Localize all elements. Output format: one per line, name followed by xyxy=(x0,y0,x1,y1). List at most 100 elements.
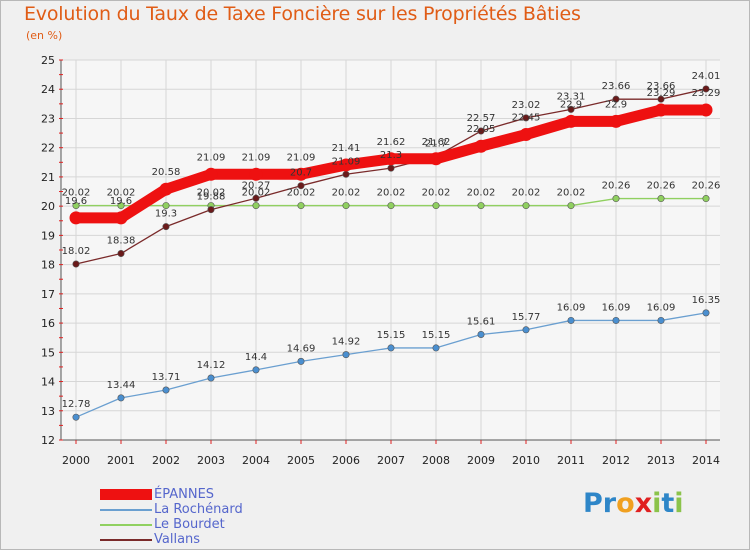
logo-letter: P xyxy=(583,488,603,519)
data-point xyxy=(114,211,128,225)
data-point xyxy=(657,316,665,324)
data-point xyxy=(204,167,218,181)
x-tick-label: 2007 xyxy=(377,454,405,467)
data-label: 19.88 xyxy=(197,192,226,203)
data-point xyxy=(342,202,350,210)
data-point xyxy=(477,330,485,338)
data-label: 16.09 xyxy=(557,302,586,313)
data-label: 18.38 xyxy=(107,236,136,247)
data-point xyxy=(297,182,305,190)
data-point xyxy=(477,127,485,135)
data-point xyxy=(387,164,395,172)
legend-swatch xyxy=(100,538,152,541)
x-tick-label: 2003 xyxy=(197,454,225,467)
data-point xyxy=(252,202,260,210)
data-point xyxy=(387,344,395,352)
data-label: 16.09 xyxy=(602,302,631,313)
data-point xyxy=(252,366,260,374)
data-label: 16.35 xyxy=(692,295,721,306)
data-point xyxy=(702,309,710,317)
x-tick-label: 2002 xyxy=(152,454,180,467)
data-point xyxy=(297,357,305,365)
y-tick-label: 24 xyxy=(41,83,55,96)
data-point xyxy=(657,95,665,103)
data-label: 20.02 xyxy=(512,188,541,199)
data-label: 20.02 xyxy=(197,188,226,199)
data-point xyxy=(72,260,80,268)
legend-swatch xyxy=(100,489,152,500)
data-point xyxy=(702,195,710,203)
x-tick-label: 2005 xyxy=(287,454,315,467)
data-point xyxy=(117,250,125,258)
legend-item: La Rochénard xyxy=(100,502,243,517)
data-point xyxy=(342,351,350,359)
data-label: 19.3 xyxy=(155,209,177,220)
data-label: 20.02 xyxy=(467,188,496,199)
x-tick-label: 2013 xyxy=(647,454,675,467)
proxiti-logo: Proxiti xyxy=(583,488,684,519)
data-label: 21.3 xyxy=(380,150,402,161)
x-tick-label: 2000 xyxy=(62,454,90,467)
data-point xyxy=(567,105,575,113)
x-tick-label: 2008 xyxy=(422,454,450,467)
legend-item: Le Bourdet xyxy=(100,517,243,532)
data-point xyxy=(522,326,530,334)
data-label: 14.12 xyxy=(197,360,226,371)
data-point xyxy=(384,152,398,166)
y-tick-label: 17 xyxy=(41,288,55,301)
data-label: 23.31 xyxy=(557,91,586,102)
chart-unit: (en %) xyxy=(26,29,63,42)
data-point xyxy=(297,202,305,210)
data-point xyxy=(429,152,443,166)
data-label: 22.45 xyxy=(512,113,541,124)
data-label: 20.7 xyxy=(290,168,312,179)
logo-letter: x xyxy=(634,488,653,519)
data-label: 15.15 xyxy=(422,330,451,341)
y-tick-label: 25 xyxy=(41,54,55,67)
data-point xyxy=(609,114,623,128)
data-point xyxy=(522,202,530,210)
x-tick-label: 2011 xyxy=(557,454,585,467)
data-label: 20.02 xyxy=(422,188,451,199)
logo-letter: r xyxy=(602,488,617,519)
data-label: 19.6 xyxy=(65,196,87,207)
data-point xyxy=(432,344,440,352)
data-label: 23.66 xyxy=(647,81,676,92)
data-label: 22.9 xyxy=(560,99,582,110)
data-point xyxy=(339,158,353,172)
data-label: 14.92 xyxy=(332,337,361,348)
data-label: 20.27 xyxy=(242,180,271,191)
logo-letter: i xyxy=(652,488,662,519)
x-tick-label: 2012 xyxy=(602,454,630,467)
data-label: 20.02 xyxy=(557,188,586,199)
data-label: 21.09 xyxy=(242,152,271,163)
data-point xyxy=(387,202,395,210)
legend-label: Vallans xyxy=(154,532,201,547)
data-label: 21.7 xyxy=(425,138,447,149)
data-label: 14.69 xyxy=(287,343,316,354)
data-point xyxy=(564,114,578,128)
y-tick-label: 22 xyxy=(41,142,55,155)
legend-item: Vallans xyxy=(100,532,243,547)
data-label: 21.62 xyxy=(377,137,406,148)
data-point xyxy=(72,202,80,210)
data-point xyxy=(474,139,488,153)
data-label: 23.02 xyxy=(512,100,541,111)
data-label: 20.58 xyxy=(152,167,181,178)
y-tick-label: 23 xyxy=(41,112,55,125)
y-tick-label: 13 xyxy=(41,405,55,418)
data-point xyxy=(159,182,173,196)
data-point xyxy=(612,95,620,103)
data-label: 20.02 xyxy=(242,188,271,199)
data-point xyxy=(432,202,440,210)
data-label: 21.62 xyxy=(422,137,451,148)
x-tick-label: 2006 xyxy=(332,454,360,467)
y-tick-label: 14 xyxy=(41,376,55,389)
logo-letter: t xyxy=(661,488,675,519)
legend-swatch xyxy=(100,523,152,526)
data-label: 21.41 xyxy=(332,143,361,154)
legend-label: La Rochénard xyxy=(154,502,243,517)
data-label: 19.6 xyxy=(110,196,132,207)
data-point xyxy=(654,103,668,117)
logo-letter: o xyxy=(616,488,635,519)
